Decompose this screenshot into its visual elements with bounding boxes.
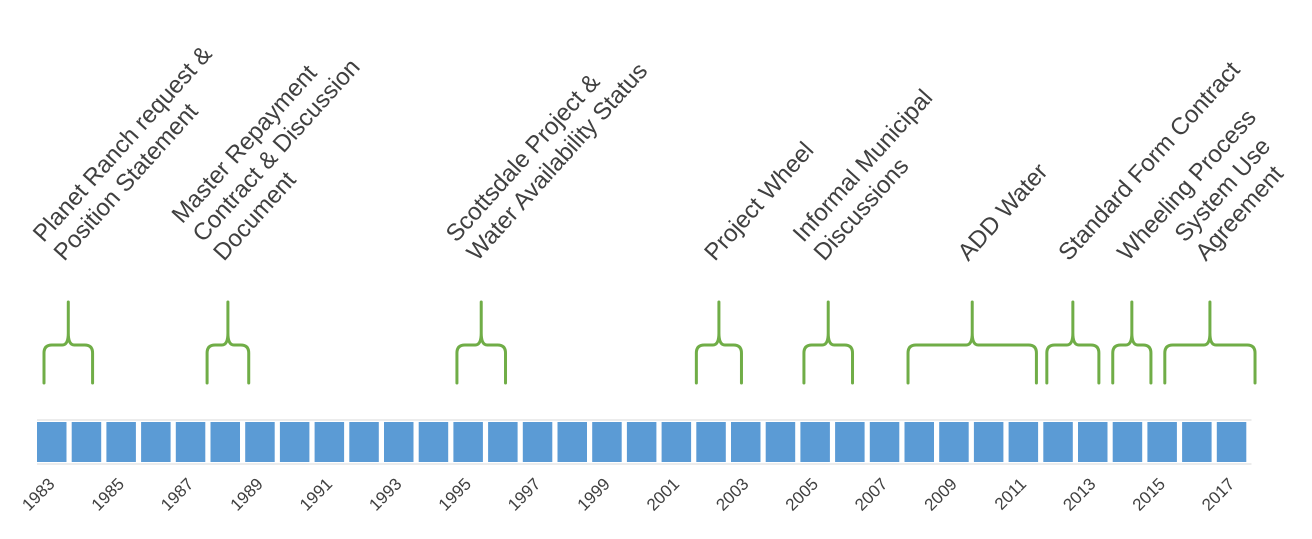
- year-label-2013: 2013: [1059, 474, 1099, 514]
- year-tick-labels: 1983 1985 1987 1989 1991 1993 1995 1997 1999 2001…: [18, 474, 1238, 514]
- year-bar-2000: [626, 422, 657, 462]
- event-label-line: Project Wheel: [699, 137, 819, 266]
- year-label-1993: 1993: [365, 474, 405, 514]
- event-braces: [42, 300, 1257, 385]
- event-brace-4: [802, 300, 855, 385]
- year-bar-1987: [175, 422, 206, 462]
- year-label-2003: 2003: [712, 474, 752, 514]
- timeline-bars: [37, 422, 1247, 462]
- year-bar-2010: [973, 422, 1004, 462]
- year-label-1995: 1995: [435, 474, 475, 514]
- year-bar-2011: [1008, 422, 1039, 462]
- year-bar-2005: [800, 422, 830, 462]
- event-label-line: Water Availability Status: [462, 58, 653, 266]
- year-label-2005: 2005: [782, 474, 822, 514]
- year-bar-1994: [418, 422, 449, 462]
- year-bar-2006: [835, 422, 865, 462]
- event-brace-7: [1111, 300, 1153, 385]
- year-label-2009: 2009: [921, 474, 961, 514]
- year-label-2001: 2001: [643, 474, 683, 514]
- year-label-1991: 1991: [296, 474, 336, 514]
- year-bar-1997: [522, 422, 553, 462]
- year-bar-1984: [71, 422, 102, 462]
- gridlines: [37, 419, 1252, 465]
- year-bar-1992: [349, 422, 379, 462]
- event-label-line: Scottsdale Project &: [441, 69, 606, 248]
- year-bar-2009: [939, 422, 969, 462]
- year-label-2007: 2007: [851, 474, 891, 514]
- year-bar-1996: [488, 422, 518, 462]
- event-brace-8: [1163, 300, 1257, 385]
- event-brace-6: [1045, 300, 1101, 385]
- event-label-5: ADD Water: [953, 158, 1054, 266]
- year-label-1985: 1985: [88, 474, 128, 514]
- event-labels: Planet Ranch request &Position Statement…: [28, 39, 1289, 266]
- year-bar-2007: [869, 422, 900, 462]
- year-bar-1990: [279, 422, 310, 462]
- event-brace-3: [694, 300, 743, 385]
- year-bar-1988: [210, 422, 240, 462]
- year-bar-2016: [1182, 422, 1212, 462]
- year-label-1983: 1983: [18, 474, 58, 514]
- year-bar-1995: [453, 422, 483, 462]
- year-bar-2008: [904, 422, 934, 462]
- event-label-4: Informal MunicipalDiscussions: [788, 84, 959, 266]
- year-bar-1991: [314, 422, 345, 462]
- year-label-1987: 1987: [157, 474, 197, 514]
- year-bar-2002: [696, 422, 726, 462]
- year-label-2011: 2011: [991, 474, 1030, 513]
- year-bar-1986: [141, 422, 171, 462]
- year-bar-1985: [106, 422, 136, 462]
- year-label-1997: 1997: [504, 474, 544, 514]
- event-brace-2: [455, 300, 508, 385]
- year-bar-2012: [1043, 422, 1073, 462]
- year-label-2015: 2015: [1129, 474, 1169, 514]
- event-label-line: Contract & Discussion: [187, 54, 365, 248]
- event-brace-0: [42, 300, 95, 385]
- year-bar-2001: [661, 422, 692, 462]
- year-label-2017: 2017: [1198, 474, 1238, 514]
- year-bar-2013: [1078, 422, 1108, 462]
- event-brace-1: [205, 300, 251, 385]
- year-bar-2014: [1112, 422, 1143, 462]
- year-bar-1989: [245, 422, 275, 462]
- year-bar-1993: [384, 422, 414, 462]
- year-bar-1983: [37, 422, 67, 462]
- year-label-1999: 1999: [574, 474, 614, 514]
- event-label-line: ADD Water: [953, 158, 1054, 266]
- event-brace-5: [906, 300, 1038, 385]
- event-label-2: Scottsdale Project &Water Availability S…: [441, 39, 653, 266]
- year-label-1989: 1989: [227, 474, 267, 514]
- event-label-3: Project Wheel: [699, 137, 819, 266]
- year-bar-1999: [592, 422, 622, 462]
- year-bar-2017: [1216, 422, 1247, 462]
- year-bar-1998: [557, 422, 587, 462]
- year-bar-2004: [765, 422, 796, 462]
- year-bar-2003: [731, 422, 761, 462]
- year-bar-2015: [1147, 422, 1177, 462]
